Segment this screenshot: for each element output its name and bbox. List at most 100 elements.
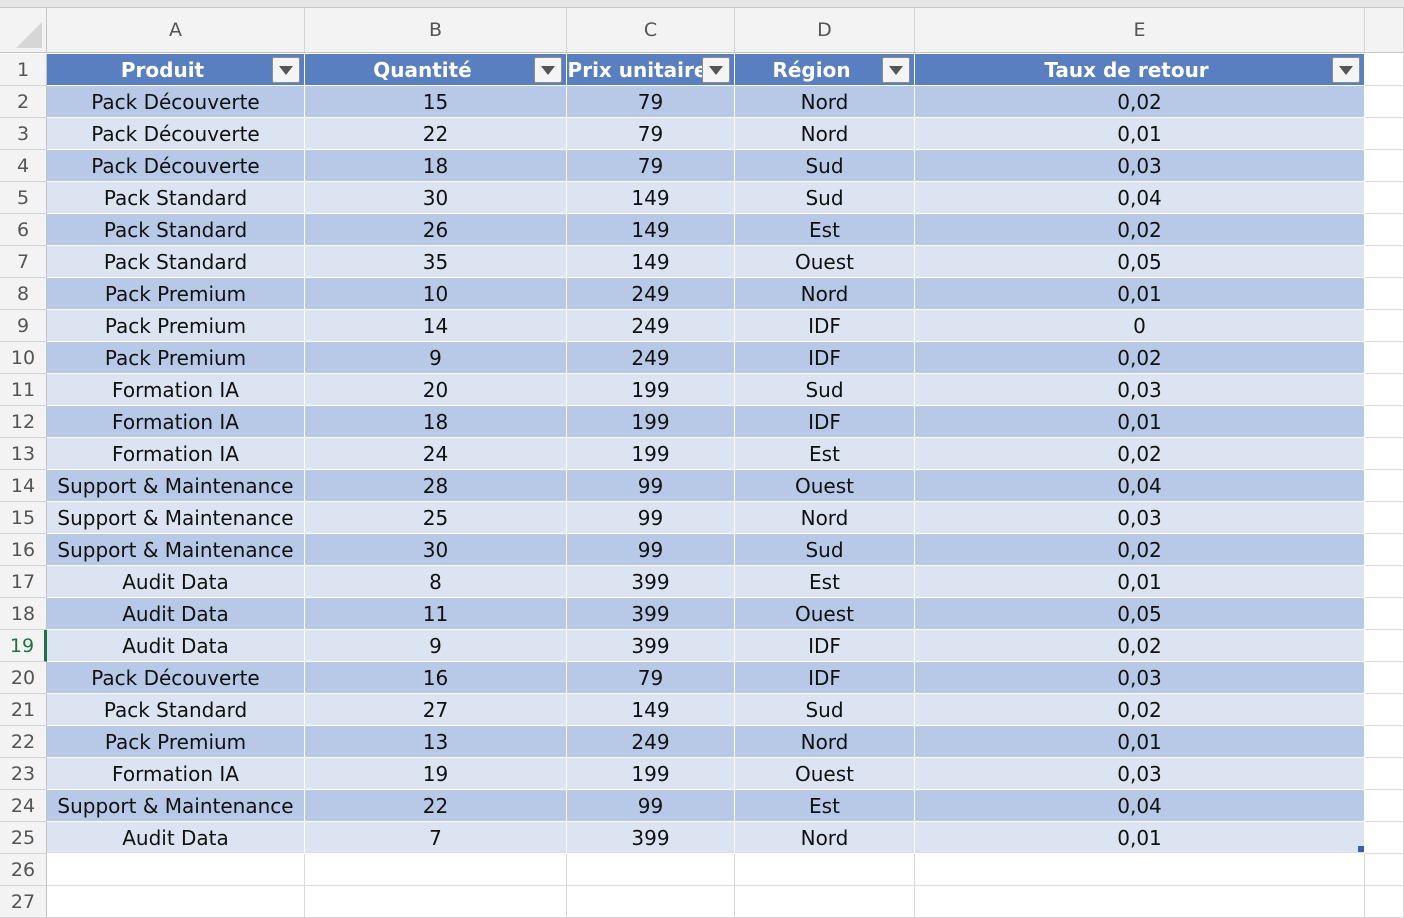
row-number[interactable]: 11: [0, 374, 47, 406]
empty-cell: [1365, 278, 1404, 310]
table-cell: 10: [305, 278, 567, 310]
row-number[interactable]: 25: [0, 822, 47, 854]
table-cell: Audit Data: [47, 630, 305, 662]
filter-button[interactable]: [534, 57, 562, 83]
table-cell: 13: [305, 726, 567, 758]
table-cell: 149: [567, 246, 735, 278]
empty-cell: [1365, 630, 1404, 662]
empty-cell: [1365, 886, 1404, 918]
empty-cell: [915, 886, 1365, 918]
row-number[interactable]: 22: [0, 726, 47, 758]
row-number[interactable]: 3: [0, 118, 47, 150]
table-cell: 0,02: [915, 694, 1365, 726]
table-cell: IDF: [735, 342, 915, 374]
table-cell: Ouest: [735, 758, 915, 790]
table-cell: 399: [567, 598, 735, 630]
table-cell: 99: [567, 790, 735, 822]
table-cell: 18: [305, 150, 567, 182]
table-cell: Formation IA: [47, 758, 305, 790]
empty-cell: [1365, 86, 1404, 118]
column-header[interactable]: B: [305, 8, 567, 53]
column-header[interactable]: E: [915, 8, 1365, 53]
filter-button[interactable]: [882, 57, 910, 83]
table-cell: 399: [567, 822, 735, 854]
row-number[interactable]: 2: [0, 86, 47, 118]
row-number[interactable]: 10: [0, 342, 47, 374]
table-cell: 0: [915, 310, 1365, 342]
column-header[interactable]: A: [47, 8, 305, 53]
table-cell: 30: [305, 534, 567, 566]
row-number[interactable]: 23: [0, 758, 47, 790]
table-cell: 0,01: [915, 278, 1365, 310]
table-cell: Formation IA: [47, 374, 305, 406]
table-cell: Ouest: [735, 470, 915, 502]
table-cell: 0,02: [915, 438, 1365, 470]
table-cell: 199: [567, 438, 735, 470]
empty-cell: [1365, 54, 1404, 86]
row-number[interactable]: 13: [0, 438, 47, 470]
filter-button[interactable]: [702, 57, 730, 83]
table-cell: 28: [305, 470, 567, 502]
table-cell: Audit Data: [47, 566, 305, 598]
table-cell: Sud: [735, 694, 915, 726]
table-cell: Pack Découverte: [47, 118, 305, 150]
row-number[interactable]: 1: [0, 54, 47, 86]
empty-cell: [1365, 118, 1404, 150]
table-cell: Est: [735, 214, 915, 246]
row-number[interactable]: 7: [0, 246, 47, 278]
table-cell: 0,03: [915, 502, 1365, 534]
table-resize-handle[interactable]: [1358, 846, 1364, 852]
table-cell: Est: [735, 438, 915, 470]
row-number[interactable]: 16: [0, 534, 47, 566]
table-cell: Nord: [735, 822, 915, 854]
table-cell: 0,02: [915, 630, 1365, 662]
row-number[interactable]: 27: [0, 886, 47, 918]
empty-cell: [567, 854, 735, 886]
filter-button[interactable]: [1332, 57, 1360, 83]
table-cell: Pack Premium: [47, 278, 305, 310]
column-header[interactable]: C: [567, 8, 735, 53]
row-number[interactable]: 12: [0, 406, 47, 438]
row-number[interactable]: 20: [0, 662, 47, 694]
table-cell: Sud: [735, 150, 915, 182]
select-all[interactable]: [0, 8, 47, 53]
table-cell: 0,01: [915, 822, 1365, 854]
empty-cell: [305, 886, 567, 918]
table-cell: 9: [305, 630, 567, 662]
row-number[interactable]: 4: [0, 150, 47, 182]
filter-button[interactable]: [272, 57, 300, 83]
table-cell: Nord: [735, 86, 915, 118]
table-cell: Formation IA: [47, 406, 305, 438]
table-cell: Audit Data: [47, 598, 305, 630]
row-number[interactable]: 19: [0, 630, 47, 662]
row-number[interactable]: 9: [0, 310, 47, 342]
table-cell: 0,03: [915, 758, 1365, 790]
row-number[interactable]: 26: [0, 854, 47, 886]
table-cell: 30: [305, 182, 567, 214]
row-number[interactable]: 15: [0, 502, 47, 534]
empty-cell: [1365, 758, 1404, 790]
table-cell: 26: [305, 214, 567, 246]
row-number[interactable]: 5: [0, 182, 47, 214]
empty-cell: [1365, 374, 1404, 406]
table-cell: IDF: [735, 310, 915, 342]
row-number[interactable]: 6: [0, 214, 47, 246]
table-cell: 8: [305, 566, 567, 598]
table-cell: 0,02: [915, 214, 1365, 246]
row-number[interactable]: 8: [0, 278, 47, 310]
table-cell: Pack Premium: [47, 342, 305, 374]
empty-cell: [1365, 790, 1404, 822]
table-cell: IDF: [735, 406, 915, 438]
row-number[interactable]: 21: [0, 694, 47, 726]
table-cell: 99: [567, 502, 735, 534]
empty-cell: [1365, 150, 1404, 182]
column-header[interactable]: D: [735, 8, 915, 53]
row-number[interactable]: 18: [0, 598, 47, 630]
table-cell: Pack Standard: [47, 182, 305, 214]
row-number[interactable]: 14: [0, 470, 47, 502]
row-number[interactable]: 24: [0, 790, 47, 822]
table-cell: 0,01: [915, 118, 1365, 150]
empty-cell: [735, 886, 915, 918]
row-number[interactable]: 17: [0, 566, 47, 598]
